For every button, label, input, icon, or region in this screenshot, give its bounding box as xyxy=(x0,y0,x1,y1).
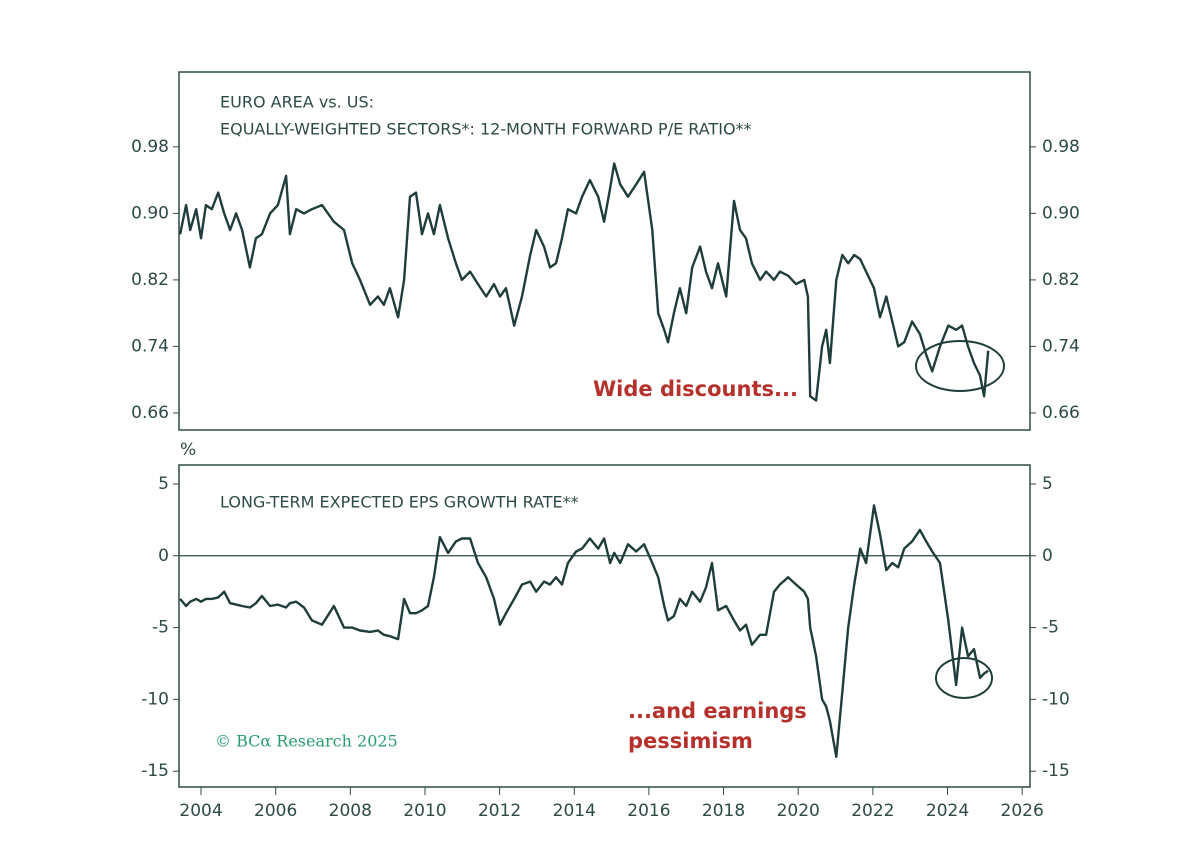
x-tick-label: 2012 xyxy=(478,801,521,821)
panel-title: LONG-TERM EXPECTED EPS GROWTH RATE** xyxy=(220,493,579,512)
x-tick-label: 2024 xyxy=(926,801,969,821)
y-tick-label: -10 xyxy=(141,689,169,709)
x-tick-label: 2008 xyxy=(329,801,372,821)
x-tick-label: 2004 xyxy=(179,801,222,821)
x-tick-label: 2020 xyxy=(777,801,820,821)
y-tick-label: 0.74 xyxy=(131,336,169,356)
x-tick-label: 2006 xyxy=(254,801,297,821)
x-tick-label: 2018 xyxy=(702,801,745,821)
data-line xyxy=(178,162,990,402)
annotation: pessimism xyxy=(628,729,753,753)
x-tick-label: 2010 xyxy=(403,801,446,821)
y2-tick-label: -15 xyxy=(1042,761,1070,781)
y-tick-label: 5 xyxy=(158,474,169,494)
plot-frame xyxy=(178,464,1031,788)
x-tick-label: 2026 xyxy=(1001,801,1044,821)
panel-title: EQUALLY-WEIGHTED SECTORS*: 12-MONTH FORW… xyxy=(220,120,752,139)
y-unit: % xyxy=(180,440,196,460)
y-tick-label: -5 xyxy=(152,618,169,638)
y2-tick-label: 0.98 xyxy=(1042,137,1080,157)
y2-tick-label: 5 xyxy=(1042,474,1053,494)
annotation: ...and earnings xyxy=(628,699,807,723)
y-tick-label: 0.90 xyxy=(131,203,169,223)
y2-tick-label: 0.66 xyxy=(1042,403,1080,423)
x-tick-label: 2016 xyxy=(627,801,670,821)
x-tick-label: 2022 xyxy=(851,801,894,821)
y-tick-label: 0.98 xyxy=(131,137,169,157)
highlight-circle xyxy=(935,657,993,699)
credit: © BCα Research 2025 xyxy=(215,732,398,751)
y2-tick-label: 0.74 xyxy=(1042,336,1080,356)
y-tick-label: -15 xyxy=(141,761,169,781)
plot-frame xyxy=(178,71,1031,431)
y-tick-label: 0.82 xyxy=(131,270,169,290)
y2-tick-label: -10 xyxy=(1042,689,1070,709)
annotation: Wide discounts... xyxy=(593,377,798,401)
y2-tick-label: -5 xyxy=(1042,618,1059,638)
x-tick-label: 2014 xyxy=(553,801,596,821)
data-line xyxy=(179,504,989,758)
highlight-circle xyxy=(915,340,1005,392)
y2-tick-label: 0.90 xyxy=(1042,203,1080,223)
y2-tick-label: 0 xyxy=(1042,546,1053,566)
y-tick-label: 0.66 xyxy=(131,403,169,423)
y-tick-label: 0 xyxy=(158,546,169,566)
y2-tick-label: 0.82 xyxy=(1042,270,1080,290)
panel-title: EURO AREA vs. US: xyxy=(220,93,374,112)
